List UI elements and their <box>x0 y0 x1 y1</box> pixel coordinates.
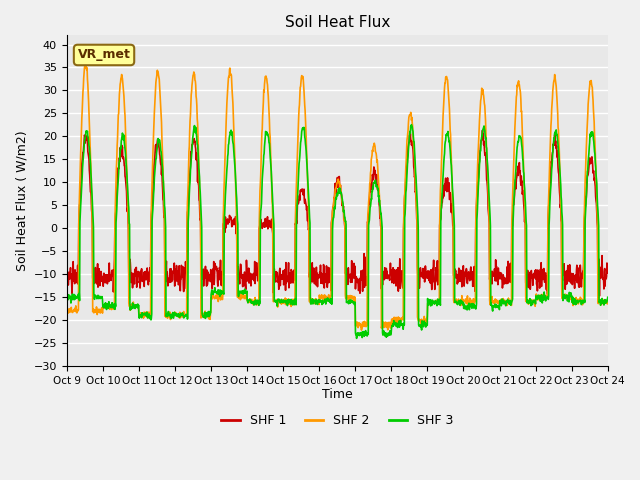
SHF 1 <box>596 293 604 299</box>
Text: VR_met: VR_met <box>77 48 131 61</box>
SHF 3 <box>493 304 500 310</box>
Line: SHF 3: SHF 3 <box>67 125 608 338</box>
SHF 2 <box>422 317 429 323</box>
SHF 2 <box>493 299 500 305</box>
SHF 2 <box>358 327 365 333</box>
SHF 3 <box>422 324 429 330</box>
SHF 1 <box>183 225 191 231</box>
SHF 2 <box>170 313 178 319</box>
SHF 3 <box>408 122 415 128</box>
SHF 1 <box>170 270 178 276</box>
Line: SHF 1: SHF 1 <box>67 130 608 296</box>
SHF 2 <box>82 62 90 68</box>
Y-axis label: Soil Heat Flux ( W/m2): Soil Heat Flux ( W/m2) <box>15 131 28 271</box>
SHF 1 <box>479 127 486 133</box>
SHF 1 <box>63 270 70 276</box>
SHF 2 <box>540 297 548 302</box>
SHF 3 <box>604 294 612 300</box>
Line: SHF 2: SHF 2 <box>67 65 608 330</box>
SHF 1 <box>421 272 429 278</box>
SHF 3 <box>540 289 548 295</box>
SHF 3 <box>170 312 178 318</box>
SHF 1 <box>244 272 252 278</box>
SHF 1 <box>540 265 548 271</box>
SHF 2 <box>604 301 612 307</box>
Title: Soil Heat Flux: Soil Heat Flux <box>285 15 390 30</box>
SHF 2 <box>184 200 191 205</box>
X-axis label: Time: Time <box>322 388 353 401</box>
SHF 3 <box>183 312 191 318</box>
SHF 2 <box>63 309 70 315</box>
Legend: SHF 1, SHF 2, SHF 3: SHF 1, SHF 2, SHF 3 <box>216 409 459 432</box>
SHF 3 <box>244 298 252 303</box>
SHF 1 <box>492 276 500 282</box>
SHF 1 <box>604 270 612 276</box>
SHF 3 <box>353 336 360 341</box>
SHF 2 <box>244 300 252 305</box>
SHF 3 <box>63 292 70 298</box>
